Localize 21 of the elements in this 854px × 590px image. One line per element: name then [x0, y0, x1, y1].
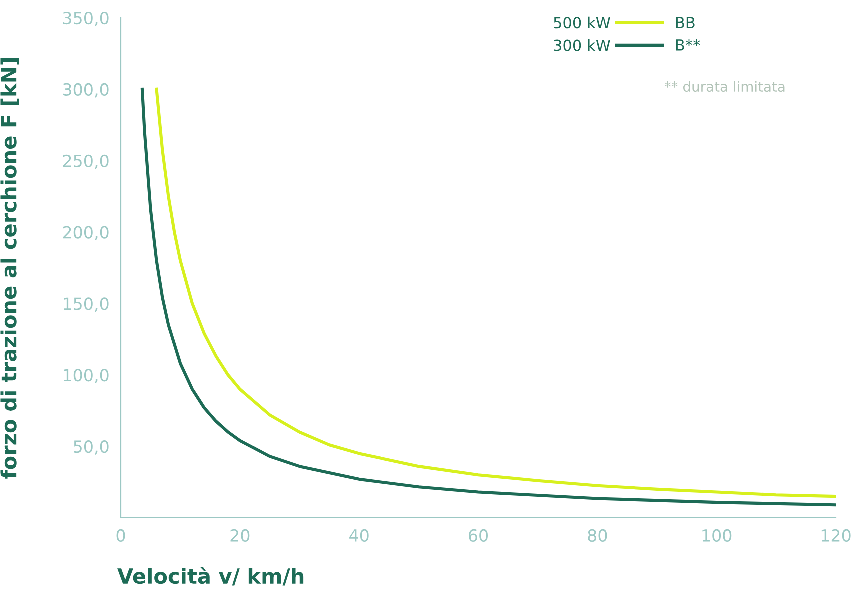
legend-label: BB [676, 17, 695, 28]
x-tick-label: 80 [588, 529, 608, 542]
y-tick-label: 200,0 [63, 226, 109, 241]
y-tick-label: 100,0 [64, 369, 109, 384]
y-tick-label: 350,0 [63, 12, 109, 26]
x-tick-label: 120 [822, 529, 851, 542]
y-tick-label: 50,0 [74, 440, 109, 455]
annotation: ** durata limitata [664, 81, 785, 92]
y-axis-title: forzo di trazione al cerchione F [kN] [0, 58, 20, 479]
x-tick-label: 40 [350, 529, 369, 542]
x-tick-label: 100 [702, 529, 732, 542]
x-tick-label: 0 [116, 529, 126, 542]
x-axis-title: Velocità v/ km/h [118, 567, 304, 586]
y-tick-label: 300,0 [63, 83, 109, 98]
legend-label: B** [676, 39, 700, 51]
annotation: 500 kW [554, 16, 610, 29]
x-tick-label: 20 [230, 529, 250, 542]
annotation: 300 kW [554, 39, 610, 52]
y-tick-label: 150,0 [64, 298, 109, 312]
x-tick-label: 60 [469, 529, 488, 542]
y-tick-label: 250,0 [63, 154, 109, 170]
